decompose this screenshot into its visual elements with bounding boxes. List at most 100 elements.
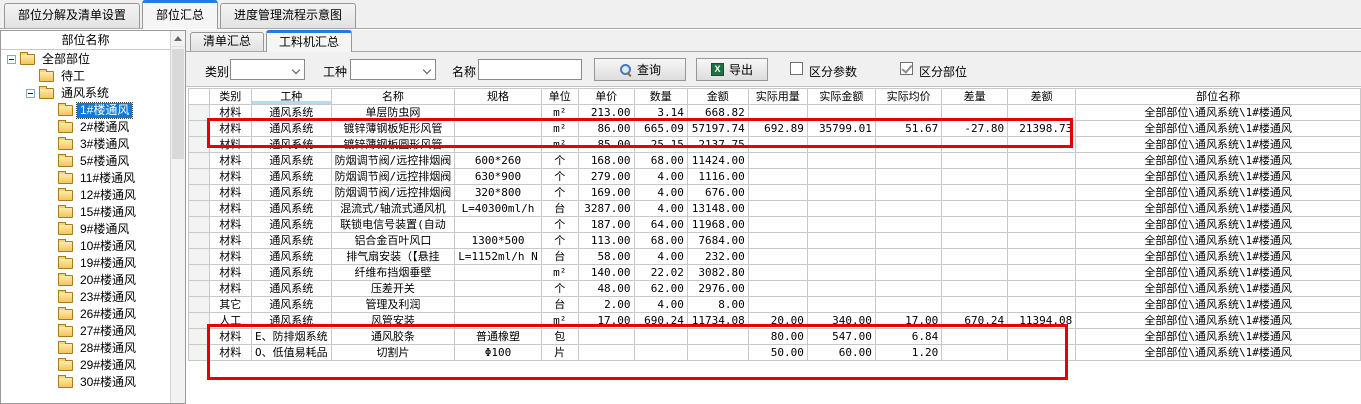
- table-cell[interactable]: [1007, 168, 1077, 185]
- tree-item[interactable]: 通风系统: [3, 85, 169, 102]
- table-cell[interactable]: [454, 264, 542, 281]
- row-indicator[interactable]: [188, 248, 210, 265]
- table-cell[interactable]: [941, 280, 1009, 297]
- table-cell[interactable]: [806, 200, 876, 217]
- table-cell[interactable]: [577, 344, 635, 361]
- table-cell[interactable]: 665.09: [633, 120, 688, 137]
- table-cell[interactable]: 21398.73: [1007, 120, 1077, 137]
- table-cell[interactable]: 1300*500: [454, 232, 542, 249]
- table-cell[interactable]: 风管安装: [330, 312, 456, 329]
- scroll-up-button[interactable]: [171, 31, 185, 47]
- tree-item-label[interactable]: 27#楼通风: [80, 324, 137, 338]
- table-cell[interactable]: 防烟调节阀/远控排烟阀: [330, 168, 456, 185]
- table-cell[interactable]: E、防排烟系统: [251, 328, 332, 345]
- tree-scrollbar[interactable]: [170, 31, 185, 403]
- table-cell[interactable]: 其它: [208, 296, 252, 313]
- table-cell[interactable]: 铝合金百叶风口: [330, 232, 456, 249]
- table-cell[interactable]: [1007, 248, 1077, 265]
- table-cell[interactable]: 60.00: [806, 344, 876, 361]
- table-cell[interactable]: 材料: [208, 216, 252, 233]
- table-cell[interactable]: [806, 104, 876, 121]
- table-cell[interactable]: 个: [540, 168, 579, 185]
- table-cell[interactable]: 4.00: [633, 296, 688, 313]
- table-cell[interactable]: [633, 344, 688, 361]
- table-cell[interactable]: [1007, 136, 1077, 153]
- table-cell[interactable]: 材料: [208, 184, 252, 201]
- table-cell[interactable]: 镀锌薄钢板矩形风管: [330, 120, 456, 137]
- tab-part-summary[interactable]: 部位汇总: [142, 0, 219, 29]
- table-cell[interactable]: [874, 232, 943, 249]
- tree-item[interactable]: 23#楼通风: [3, 289, 169, 306]
- table-cell[interactable]: [1007, 264, 1077, 281]
- table-cell[interactable]: [941, 296, 1009, 313]
- tab-labor-material-summary[interactable]: 工料机汇总: [266, 30, 353, 52]
- table-cell[interactable]: 13148.00: [686, 200, 749, 217]
- column-header[interactable]: 单位: [540, 88, 579, 105]
- tree-item-label[interactable]: 20#楼通风: [80, 273, 137, 287]
- tree-item-label[interactable]: 12#楼通风: [80, 188, 137, 202]
- table-cell[interactable]: 材料: [208, 136, 252, 153]
- table-cell[interactable]: 17.00: [577, 312, 635, 329]
- table-cell[interactable]: 台: [540, 200, 579, 217]
- table-cell[interactable]: 11734.08: [686, 312, 749, 329]
- table-cell[interactable]: 切割片: [330, 344, 456, 361]
- table-cell[interactable]: [806, 264, 876, 281]
- export-button[interactable]: X 导出: [696, 58, 768, 81]
- row-indicator[interactable]: [188, 216, 210, 233]
- table-cell[interactable]: [941, 136, 1009, 153]
- table-cell[interactable]: [747, 184, 808, 201]
- table-cell[interactable]: [454, 216, 542, 233]
- table-cell[interactable]: 混流式/轴流式通风机: [330, 200, 456, 217]
- column-header[interactable]: 单价: [577, 88, 635, 105]
- table-cell[interactable]: [874, 280, 943, 297]
- table-cell[interactable]: 2137.75: [686, 136, 749, 153]
- table-cell[interactable]: [874, 216, 943, 233]
- row-indicator[interactable]: [188, 232, 210, 249]
- table-cell[interactable]: 全部部位\通风系统\1#楼通风: [1075, 328, 1361, 345]
- name-input[interactable]: [478, 59, 582, 80]
- table-cell[interactable]: [686, 328, 749, 345]
- table-cell[interactable]: 压差开关: [330, 280, 456, 297]
- query-button[interactable]: 查询: [594, 58, 686, 81]
- tree-item-label[interactable]: 3#楼通风: [80, 137, 130, 151]
- table-cell[interactable]: [747, 296, 808, 313]
- row-indicator[interactable]: [188, 296, 210, 313]
- table-cell[interactable]: [454, 120, 542, 137]
- table-cell[interactable]: 6.84: [874, 328, 943, 345]
- tree-item[interactable]: 11#楼通风: [3, 170, 169, 187]
- table-cell[interactable]: 通风系统: [251, 296, 332, 313]
- table-cell[interactable]: 3.14: [633, 104, 688, 121]
- column-header[interactable]: 实际用量: [747, 88, 808, 105]
- table-cell[interactable]: 通风系统: [251, 264, 332, 281]
- table-cell[interactable]: [874, 104, 943, 121]
- table-cell[interactable]: 个: [540, 184, 579, 201]
- table-row[interactable]: 材料 通风系统 镀锌薄钢板圆形风管 m² 85.00 25.15 2137.75 全部部位\通…: [188, 136, 1361, 153]
- table-cell[interactable]: 1.20: [874, 344, 943, 361]
- table-cell[interactable]: [1007, 200, 1077, 217]
- distinguish-params-checkbox[interactable]: [790, 62, 803, 75]
- table-cell[interactable]: [747, 136, 808, 153]
- table-cell[interactable]: [747, 200, 808, 217]
- row-indicator[interactable]: [188, 104, 210, 121]
- table-cell[interactable]: 材料: [208, 168, 252, 185]
- table-cell[interactable]: 通风胶条: [330, 328, 456, 345]
- table-cell[interactable]: 材料: [208, 344, 252, 361]
- category-select[interactable]: [230, 59, 305, 80]
- tab-list-summary[interactable]: 清单汇总: [190, 32, 265, 51]
- table-cell[interactable]: [1007, 216, 1077, 233]
- table-cell[interactable]: 8.00: [686, 296, 749, 313]
- table-cell[interactable]: [806, 280, 876, 297]
- table-cell[interactable]: 4.00: [633, 168, 688, 185]
- table-cell[interactable]: 340.00: [806, 312, 876, 329]
- table-row[interactable]: 材料 通风系统 排气扇安装（【悬挂 L=1152ml/h N 台 58.00 4.00 232…: [188, 248, 1361, 265]
- column-header[interactable]: 差量: [941, 88, 1009, 105]
- table-cell[interactable]: 全部部位\通风系统\1#楼通风: [1075, 232, 1361, 249]
- table-cell[interactable]: [806, 184, 876, 201]
- table-cell[interactable]: [747, 216, 808, 233]
- table-cell[interactable]: 全部部位\通风系统\1#楼通风: [1075, 248, 1361, 265]
- table-cell[interactable]: [941, 328, 1009, 345]
- table-cell[interactable]: [941, 264, 1009, 281]
- tree-item-label[interactable]: 26#楼通风: [80, 307, 137, 321]
- table-cell[interactable]: [747, 264, 808, 281]
- table-cell[interactable]: -27.80: [941, 120, 1009, 137]
